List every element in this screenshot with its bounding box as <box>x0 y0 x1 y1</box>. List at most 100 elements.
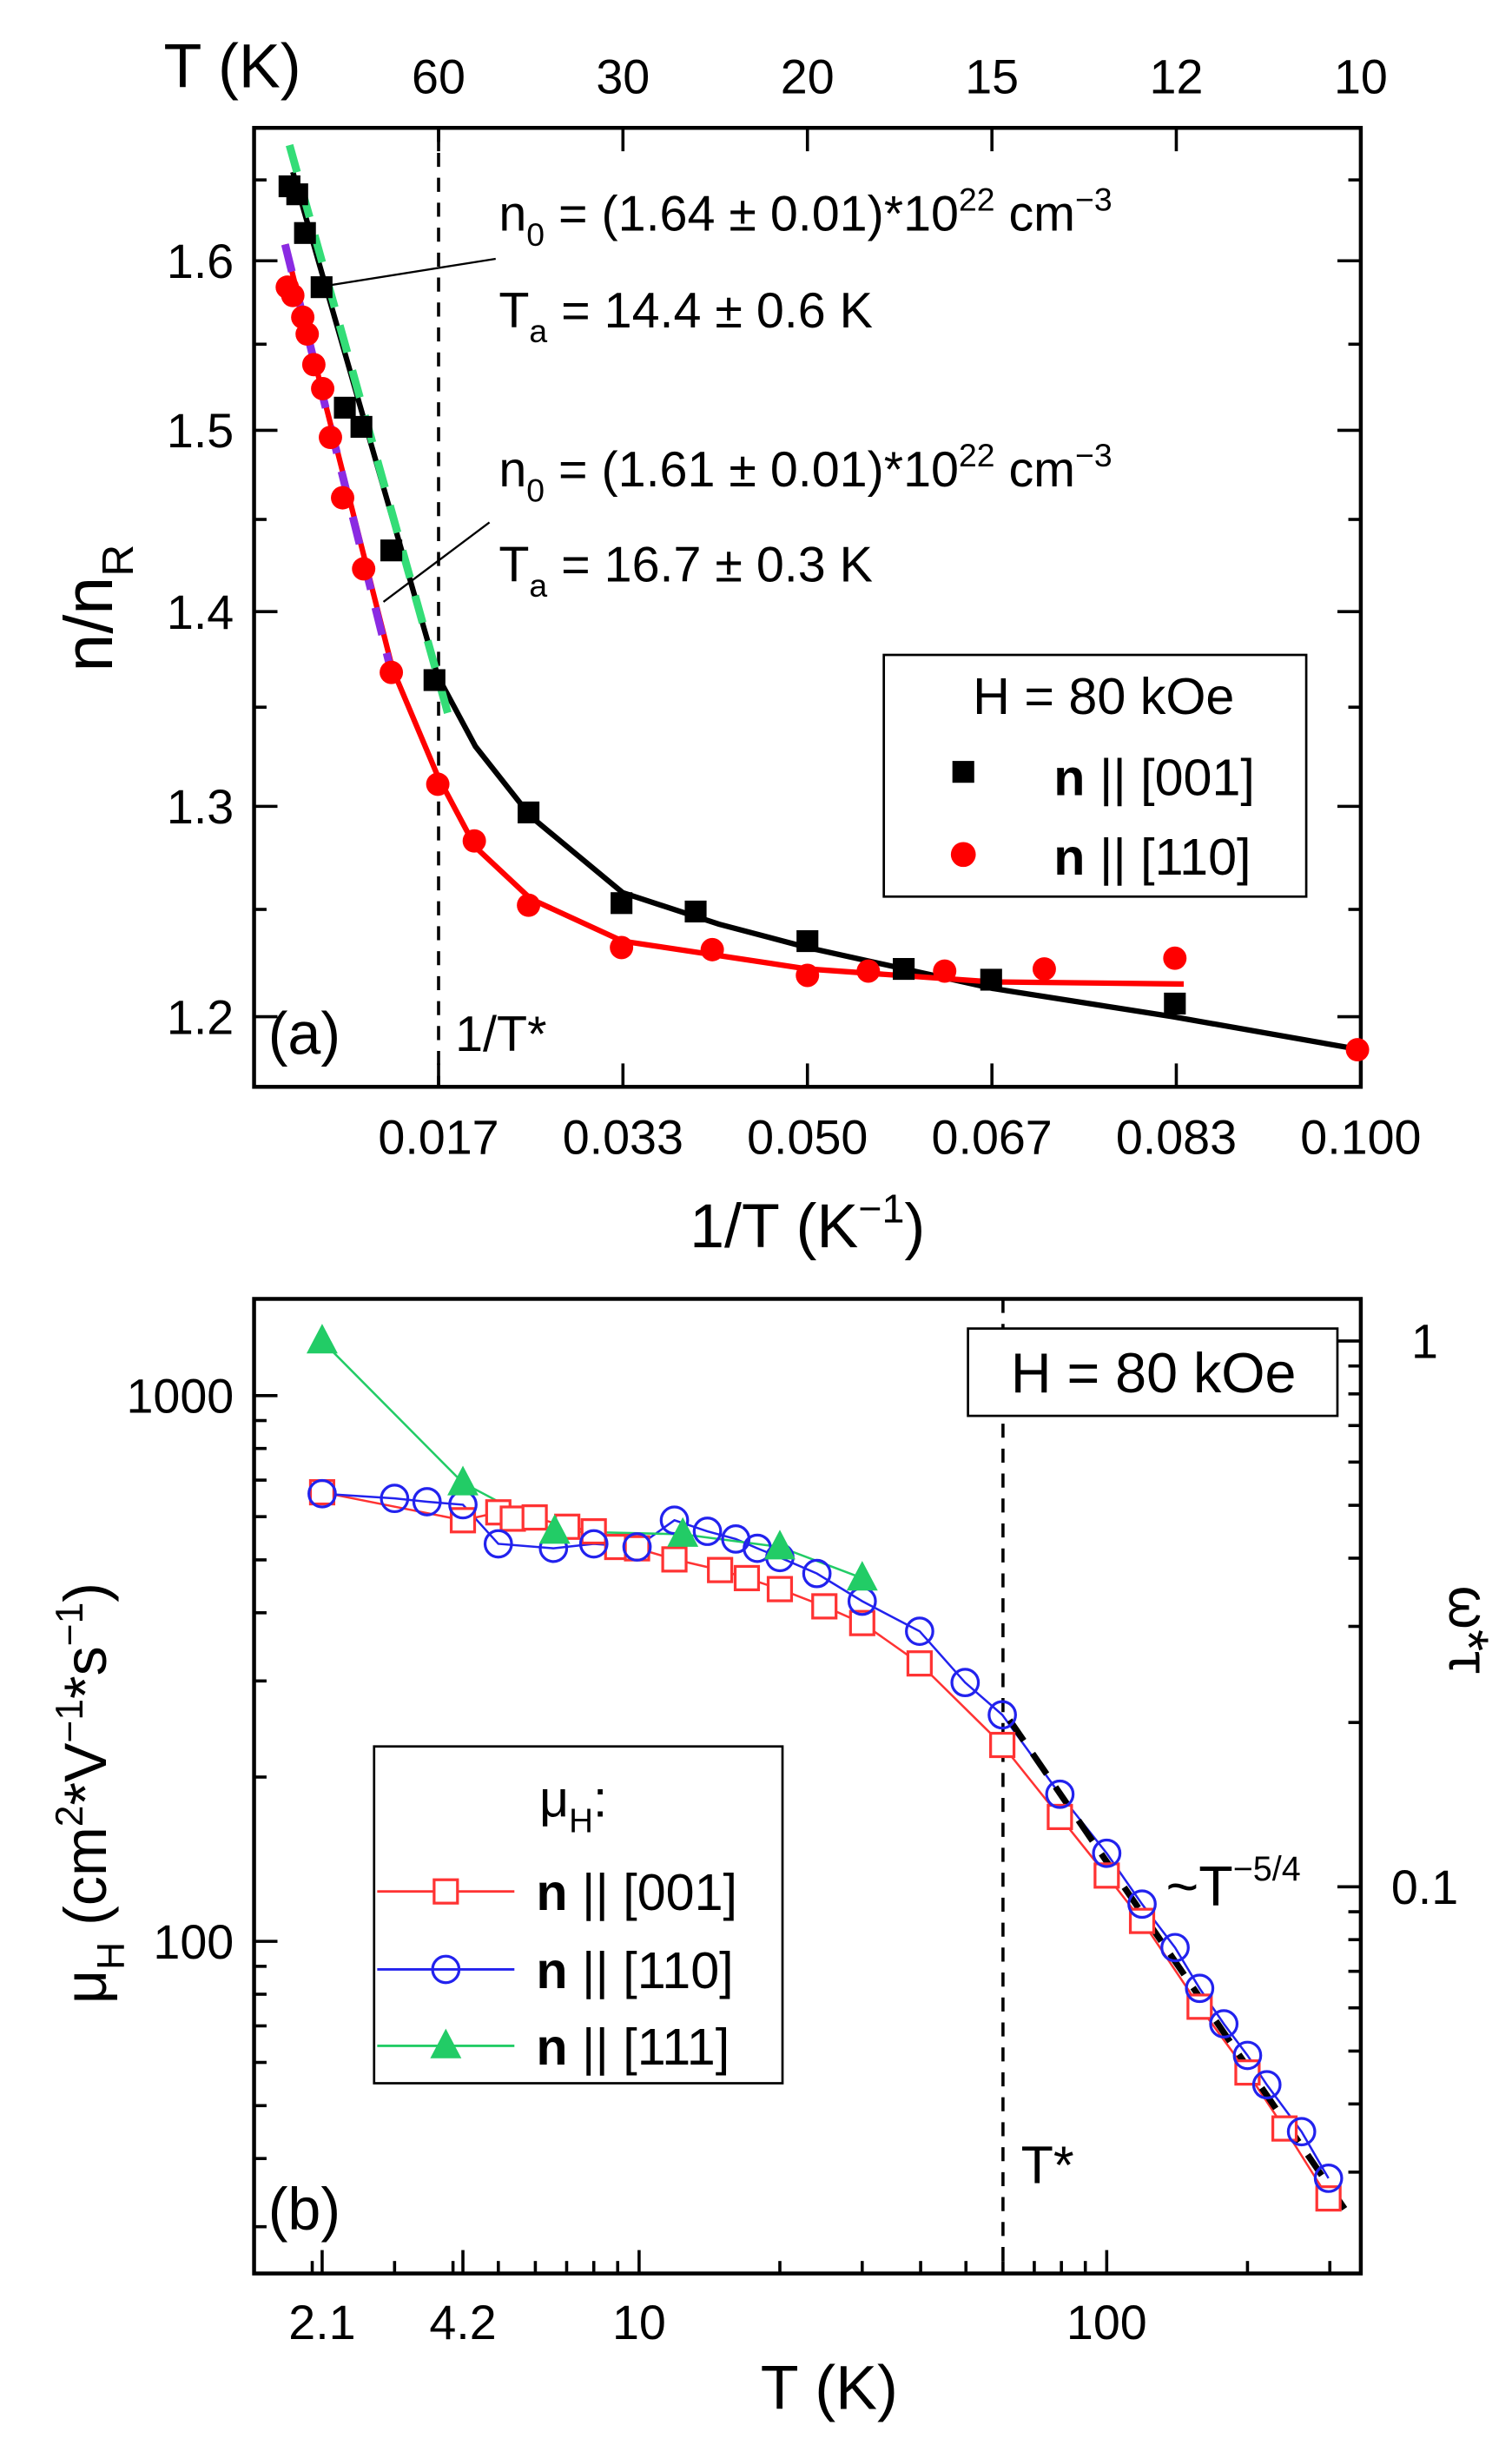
data-point-circle <box>1313 2164 1344 2193</box>
top-x-tick-label: 20 <box>781 50 835 104</box>
data-point-circle <box>1232 2040 1263 2071</box>
data-point-circle <box>1209 2009 1239 2039</box>
data-point-square <box>518 801 540 823</box>
data-point-circle <box>1160 1933 1190 1963</box>
data-point-circle <box>307 1478 337 1509</box>
label-part: : <box>593 1769 607 1827</box>
data-point-circle <box>1185 1973 1215 2004</box>
label-part: H <box>90 1942 133 1970</box>
data-point-square <box>380 539 403 562</box>
legend-title: μH: <box>539 1769 607 1840</box>
data-point-square <box>310 276 333 299</box>
label-part: T <box>498 538 529 593</box>
legend-entry-text: || [001] <box>568 1863 737 1921</box>
label-part: (cm <box>53 1827 119 1942</box>
panel-a-leader-line-1 <box>328 257 496 287</box>
label-part: *V <box>53 1742 119 1806</box>
data-point-circle <box>1286 2117 1317 2147</box>
data-point-circle <box>483 1529 513 1559</box>
data-point-square <box>333 396 356 419</box>
data-point-square <box>796 929 819 953</box>
label-part: 22 <box>959 182 995 218</box>
data-point-square <box>1164 992 1186 1015</box>
panel-b-legend: μH: n || [001]n || [110]n || [111] <box>373 1745 784 2085</box>
data-point-circle <box>692 1517 723 1546</box>
label-part: = (1.64 ± 0.01)*10 <box>545 187 959 242</box>
panel-b-vline-label: T* <box>1021 2135 1074 2194</box>
panel-a-ylabel: n/nR <box>50 545 142 672</box>
label-part: a <box>529 313 547 349</box>
label-part: −1 <box>858 1186 904 1231</box>
data-point-square <box>423 669 446 691</box>
legend-entry-text: || [111] <box>568 2018 730 2076</box>
label-part: ) <box>904 1192 925 1261</box>
panel-b-label: (b) <box>268 2177 340 2243</box>
series-line <box>321 1340 863 1580</box>
annotation-ta: Ta = 16.7 ± 0.3 K <box>498 538 873 604</box>
legend-entry-bold: n <box>536 2018 567 2076</box>
label-part: n <box>498 442 526 498</box>
label-part: μ <box>539 1769 569 1827</box>
label-part: = 16.7 ± 0.3 K <box>547 538 873 593</box>
y2-tick-label: 1 <box>1411 1315 1438 1369</box>
label-part: n/n <box>50 577 127 672</box>
panel-b-ticks: 2.1 4.2 10 100 100 1000 0.1 1 <box>126 1298 1458 2349</box>
powerlaw-exp: −5/4 <box>1233 1850 1301 1888</box>
annotation-ta: Ta = 14.4 ± 0.6 K <box>498 283 873 349</box>
data-point-circle <box>578 1529 609 1559</box>
legend-marker <box>432 1878 459 1905</box>
panel-a-annotations: n 0 = (1.64 ± 0.01)*1022 cm−3 Ta = 14.4 ± … <box>498 182 1112 604</box>
data-point-triangle <box>538 1514 571 1544</box>
label-part: 0 <box>526 216 545 253</box>
data-point-triangle <box>846 1561 878 1591</box>
data-point-circle <box>319 426 342 450</box>
x-tick-label: 0.100 <box>1300 1111 1421 1165</box>
data-point-triangle <box>306 1324 338 1354</box>
label-part: R <box>93 545 142 577</box>
annotation-n0: n0 = (1.64 ± 0.01)*1022 cm−3 <box>498 182 1112 253</box>
x-tick-label: 0.050 <box>747 1111 868 1165</box>
legend-entry-001: n || [001] <box>1053 749 1255 807</box>
legend-entry-text: || [110] <box>1085 828 1251 886</box>
y-tick-label: 1.5 <box>167 404 234 458</box>
label-part: −1 <box>49 1699 91 1743</box>
data-point-circle <box>933 959 957 983</box>
label-part: T <box>498 283 529 339</box>
legend-entry-bold: n <box>536 1941 567 1999</box>
panel-a-vline-label: 1/T* <box>455 1007 546 1062</box>
x-tick-label: 0.017 <box>378 1111 498 1165</box>
data-point-circle <box>1345 1038 1370 1062</box>
label-part: 2 <box>49 1806 91 1827</box>
x-tick-label: 0.067 <box>932 1111 1053 1165</box>
data-point-square <box>521 1504 548 1531</box>
data-point-circle <box>622 1532 652 1562</box>
label-part: ) <box>53 1583 119 1602</box>
data-point-circle <box>426 772 450 796</box>
legend-marker <box>430 2028 462 2058</box>
data-point-square <box>811 1593 838 1620</box>
data-point-square <box>684 900 707 923</box>
field-box <box>967 1327 1339 1417</box>
data-point-square <box>906 1650 933 1677</box>
panel-b-y2label: ω*τ <box>1437 1585 1500 1673</box>
y-tick-label: 100 <box>153 1915 234 1969</box>
fit-curve <box>290 171 1362 1053</box>
data-point-square <box>350 415 373 439</box>
data-point-triangle <box>764 1530 796 1560</box>
y-tick-label: 1000 <box>126 1370 234 1424</box>
label-part: μ <box>53 1970 119 2004</box>
data-point-circle <box>1032 957 1056 981</box>
label-part: cm <box>995 442 1076 498</box>
panel-a-points <box>275 175 1370 1062</box>
label-part: −3 <box>1075 437 1113 473</box>
panel-a: 0.017 0.033 0.050 0.067 0.083 0.100 60 30 20 15 12… <box>50 32 1421 1262</box>
data-point-circle <box>462 829 486 853</box>
x-tick-label: 2.1 <box>288 2296 355 2349</box>
data-point-square <box>661 1546 688 1573</box>
data-point-circle <box>1251 2070 1282 2100</box>
legend-entry-110: n || [110] <box>1053 828 1251 886</box>
legend-entry-bold: n <box>1053 828 1085 886</box>
data-point-square <box>1047 1803 1073 1831</box>
